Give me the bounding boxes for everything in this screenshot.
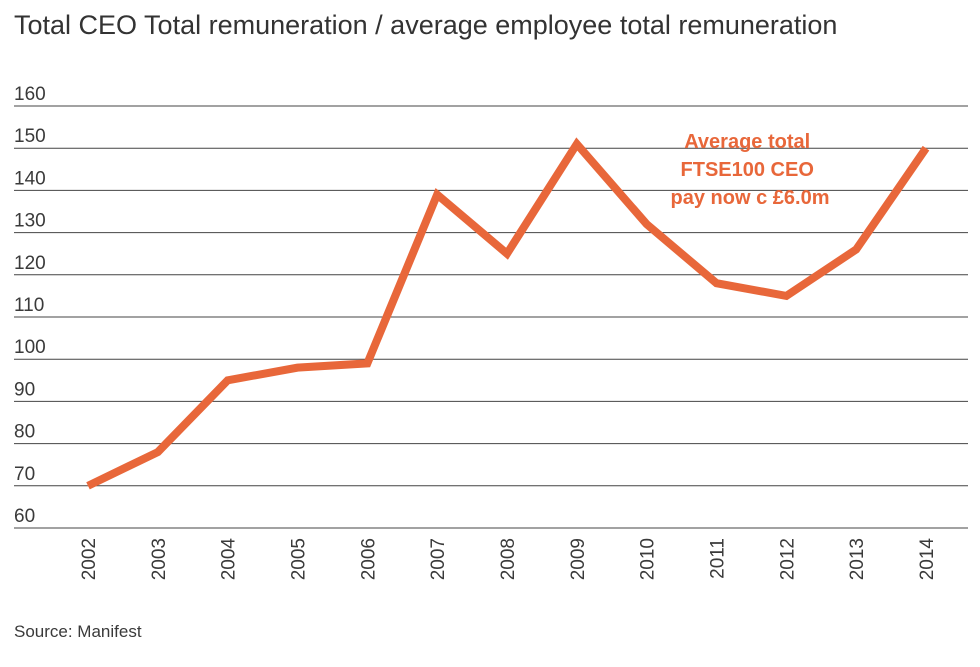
y-tick-label: 150 (14, 126, 46, 147)
y-tick-label: 130 (14, 211, 46, 232)
x-tick-label: 2014 (917, 538, 938, 581)
gridlines (14, 105, 968, 529)
x-tick-label: 2007 (428, 538, 449, 580)
y-tick-label: 90 (14, 379, 35, 400)
y-tick-label: 120 (14, 253, 46, 274)
y-tick-label: 140 (14, 168, 46, 189)
annotation-line-1: Average total (684, 131, 810, 153)
x-tick-label: 2008 (498, 538, 519, 580)
y-tick-label: 110 (14, 295, 44, 316)
y-tick-label: 70 (14, 464, 35, 485)
y-tick-label: 160 (14, 84, 46, 105)
y-tick-label: 100 (14, 337, 46, 358)
data-point (436, 194, 438, 196)
series-ceo-pay-ratio (86, 137, 930, 490)
data-point (227, 379, 229, 381)
x-tick-label: 2012 (777, 538, 798, 580)
data-point (157, 451, 159, 453)
data-point (366, 362, 368, 364)
y-tick-label: 80 (14, 422, 35, 443)
data-point (855, 248, 857, 250)
chart-title: Total CEO Total remuneration / average e… (14, 10, 838, 40)
annotation: Average total FTSE100 CEO pay now c £6.0… (671, 131, 830, 209)
data-point (576, 143, 578, 145)
data-point (297, 367, 298, 369)
x-tick-label: 2010 (638, 538, 659, 580)
x-tick-label: 2003 (149, 538, 170, 580)
annotation-line-2: FTSE100 CEO (681, 159, 814, 181)
data-point (716, 282, 717, 284)
x-axis-ticks: 2002 2003 2004 2005 2006 2007 2008 2009 2010 2011… (79, 538, 938, 581)
x-tick-label: 2009 (568, 538, 589, 580)
y-tick-label: 60 (14, 506, 35, 527)
annotation-line-3: pay now c £6.0m (671, 187, 830, 209)
x-tick-label: 2006 (358, 538, 379, 580)
x-tick-label: 2011 (708, 538, 729, 579)
data-point (646, 223, 648, 225)
x-tick-label: 2004 (219, 538, 240, 581)
source-note: Source: Manifest (14, 622, 142, 641)
data-point (87, 485, 89, 487)
data-point (785, 295, 787, 297)
y-axis-ticks: 60 70 80 90 100 110 120 130 140 150 160 (14, 84, 46, 527)
data-point (506, 253, 508, 255)
x-tick-label: 2013 (847, 538, 868, 580)
data-point (925, 147, 927, 149)
x-tick-label: 2002 (79, 538, 100, 580)
x-tick-label: 2005 (289, 538, 310, 580)
